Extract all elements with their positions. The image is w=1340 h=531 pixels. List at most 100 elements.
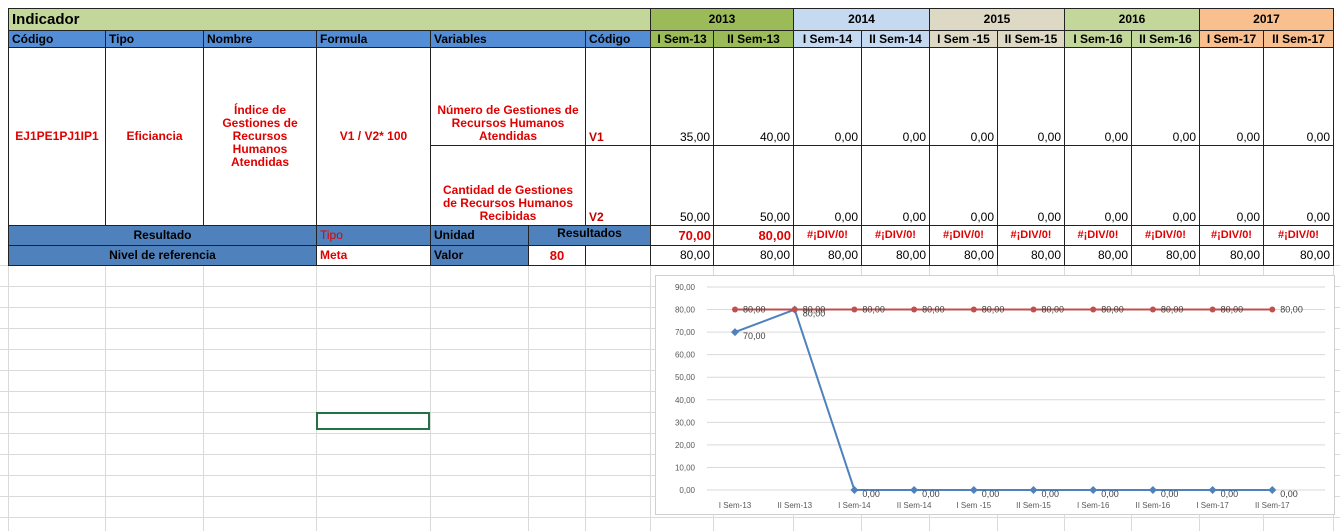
marker xyxy=(911,306,918,313)
marker xyxy=(791,306,798,313)
y-tick-label: 50,00 xyxy=(675,373,696,382)
data-label: 80,00 xyxy=(803,309,826,319)
data-label: 70,00 xyxy=(743,331,766,341)
period-header: I Sem -15 xyxy=(929,30,998,48)
value: 0,00 xyxy=(793,145,862,226)
data-label: 0,00 xyxy=(1042,489,1060,499)
value: 80,00 xyxy=(650,245,714,266)
marker xyxy=(1090,306,1097,313)
value: 80,00 xyxy=(793,245,862,266)
result: 80,00 xyxy=(713,225,794,246)
grid-line xyxy=(316,265,317,531)
result: #¡DIV/0! xyxy=(793,225,862,246)
period-header: II Sem-13 xyxy=(713,30,794,48)
value: 0,00 xyxy=(861,47,930,146)
year-header: 2017 xyxy=(1199,8,1334,31)
marker xyxy=(1029,486,1038,494)
value: 0,00 xyxy=(1263,145,1334,226)
value: 40,00 xyxy=(713,47,794,146)
column-header: Código xyxy=(585,30,651,48)
label: Resultado xyxy=(8,225,317,246)
x-tick-label: II Sem-15 xyxy=(1016,501,1051,510)
period-header: I Sem-17 xyxy=(1199,30,1264,48)
x-tick-label: II Sem-17 xyxy=(1255,501,1290,510)
column-header: Código xyxy=(8,30,106,48)
type: Eficiancia xyxy=(105,47,204,226)
variable-code: V1 xyxy=(585,47,651,146)
data-label: 0,00 xyxy=(1161,489,1179,499)
chart-frame xyxy=(655,275,1335,515)
x-tick-label: II Sem-14 xyxy=(897,501,932,510)
y-tick-label: 90,00 xyxy=(675,283,696,292)
data-label: 0,00 xyxy=(922,489,940,499)
data-label: 80,00 xyxy=(862,305,885,315)
label: Unidad xyxy=(430,225,529,246)
period-header: I Sem-14 xyxy=(793,30,862,48)
value: 80,00 xyxy=(861,245,930,266)
line xyxy=(734,308,1273,491)
label: Valor xyxy=(430,245,529,266)
data-label: 80,00 xyxy=(803,305,826,315)
marker xyxy=(969,486,978,494)
data-label: 0,00 xyxy=(982,489,1000,499)
marker xyxy=(1148,486,1157,494)
title: Indicador xyxy=(8,8,651,31)
variable-name: Cantidad de Gestiones de Recursos Humano… xyxy=(430,145,586,226)
result: #¡DIV/0! xyxy=(1064,225,1132,246)
result: #¡DIV/0! xyxy=(1131,225,1200,246)
marker xyxy=(850,486,859,494)
period-header: I Sem-13 xyxy=(650,30,714,48)
result: #¡DIV/0! xyxy=(861,225,930,246)
period-header: II Sem-16 xyxy=(1131,30,1200,48)
period-header: I Sem-16 xyxy=(1064,30,1132,48)
value: 0,00 xyxy=(929,145,998,226)
column-header: Formula xyxy=(316,30,431,48)
data-label: 80,00 xyxy=(1280,305,1303,315)
grid-line xyxy=(203,265,204,531)
value: 80,00 xyxy=(1064,245,1132,266)
grid-line xyxy=(585,265,586,531)
y-tick-label: 60,00 xyxy=(675,351,696,360)
result: #¡DIV/0! xyxy=(929,225,998,246)
grid-line xyxy=(528,265,529,531)
data-label: 80,00 xyxy=(1161,305,1184,315)
label: Nivel de referencia xyxy=(8,245,317,266)
value: 0,00 xyxy=(1064,145,1132,226)
marker xyxy=(1209,306,1216,313)
marker xyxy=(851,306,858,313)
value: 0,00 xyxy=(1199,145,1264,226)
grid-line xyxy=(105,265,106,531)
cell xyxy=(585,245,651,266)
selected-cell[interactable] xyxy=(316,412,430,430)
value: 80,00 xyxy=(929,245,998,266)
marker xyxy=(732,306,738,313)
x-tick-label: I Sem-13 xyxy=(719,501,752,510)
marker xyxy=(1089,486,1098,494)
data-label: 0,00 xyxy=(1280,489,1298,499)
data-label: 0,00 xyxy=(1101,489,1119,499)
x-tick-label: I Sem-16 xyxy=(1077,501,1110,510)
marker xyxy=(1269,306,1276,313)
code: EJ1PE1PJ1IP1 xyxy=(8,47,106,226)
value: 0,00 xyxy=(997,145,1065,226)
variable-name: Número de Gestiones de Recursos Humanos … xyxy=(430,47,586,146)
data-label: 80,00 xyxy=(1101,305,1124,315)
data-label: 0,00 xyxy=(862,489,880,499)
y-tick-label: 0,00 xyxy=(679,486,695,495)
data-label: 80,00 xyxy=(982,305,1005,315)
data-label: 80,00 xyxy=(922,305,945,315)
label: Resultados xyxy=(528,225,651,246)
y-tick-label: 30,00 xyxy=(675,418,696,427)
value: 0,00 xyxy=(997,47,1065,146)
y-tick-label: 80,00 xyxy=(675,306,696,315)
period-header: II Sem-14 xyxy=(861,30,930,48)
column-header: Tipo xyxy=(105,30,204,48)
year-header: 2014 xyxy=(793,8,930,31)
value: 80,00 xyxy=(713,245,794,266)
year-header: 2013 xyxy=(650,8,794,31)
marker xyxy=(970,306,977,313)
formula: V1 / V2* 100 xyxy=(316,47,431,226)
y-tick-label: 20,00 xyxy=(675,441,696,450)
result: #¡DIV/0! xyxy=(1199,225,1264,246)
value: 80,00 xyxy=(997,245,1065,266)
